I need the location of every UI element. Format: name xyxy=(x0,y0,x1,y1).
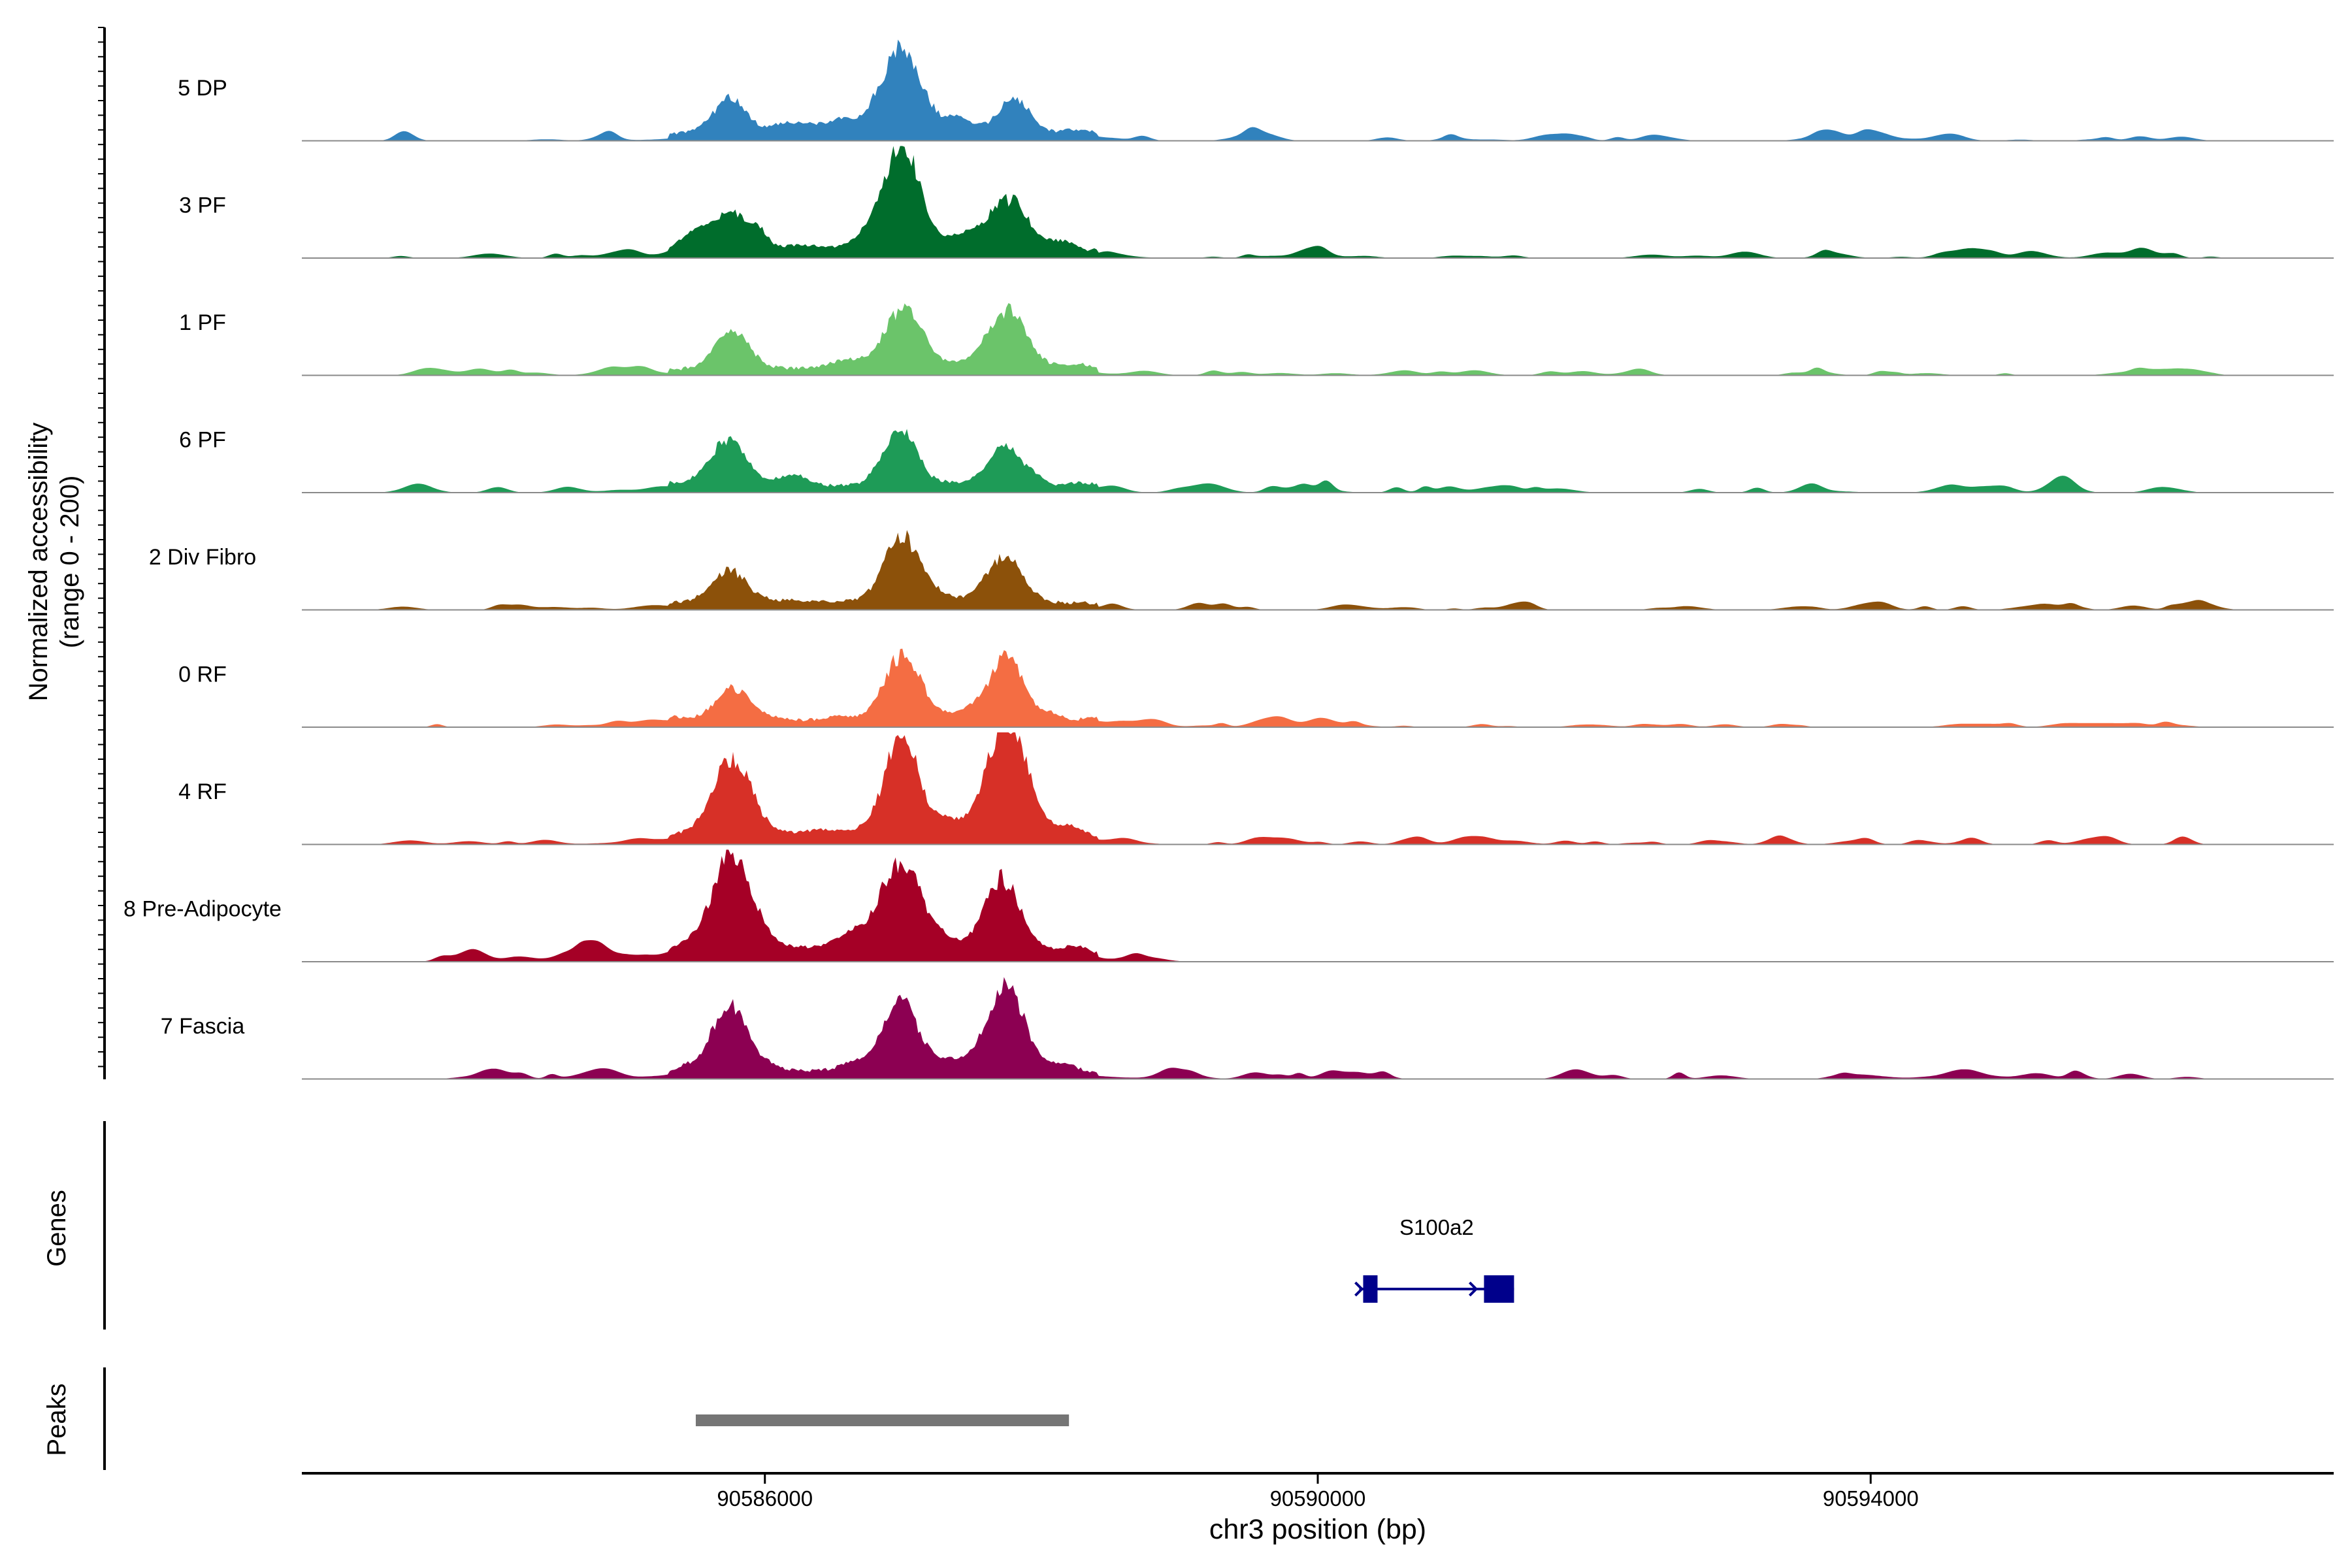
coverage-area-4-rf xyxy=(302,732,2334,845)
track-label: 7 Fascia xyxy=(161,1014,245,1039)
y-axis-label-line2: (range 0 - 200) xyxy=(56,476,84,649)
track-8-pre-adipocyte: 8 Pre-Adipocyte xyxy=(123,849,2334,962)
y-axis-label: Normalized accessibility (range 0 - 200) xyxy=(24,423,84,702)
track-5-dp: 5 DP xyxy=(178,39,2334,142)
peaks-label: Peaks xyxy=(42,1383,71,1456)
track-1-pf: 1 PF xyxy=(179,302,2334,376)
track-label: 2 Div Fibro xyxy=(149,545,256,570)
coverage-tracks: 5 DP 3 PF 1 PF 6 PF 2 Div Fibro 0 RF 4 RF 8 Pre… xyxy=(98,27,2334,1080)
peak-region xyxy=(695,1414,1070,1426)
gene-exon-2 xyxy=(1484,1275,1514,1303)
track-label: 1 PF xyxy=(179,310,226,335)
gene-exon-1 xyxy=(1363,1275,1378,1303)
track-3-pf: 3 PF xyxy=(179,146,2334,259)
coverage-area-6-pf xyxy=(302,429,2334,493)
coverage-area-3-pf xyxy=(302,146,2334,258)
gene-name-label: S100a2 xyxy=(1399,1215,1474,1239)
peaks-track: Peaks xyxy=(42,1367,1070,1470)
track-7-fascia: 7 Fascia xyxy=(161,977,2334,1080)
x-tick-label: 90594000 xyxy=(1823,1486,1919,1511)
coverage-area-2-div-fibro xyxy=(302,530,2334,610)
strand-arrow xyxy=(1469,1281,1478,1297)
coverage-area-7-fascia xyxy=(302,977,2334,1079)
coverage-area-0-rf xyxy=(302,648,2334,727)
genes-track: Genes S100a2 xyxy=(42,1121,1514,1330)
track-label: 8 Pre-Adipocyte xyxy=(123,897,282,922)
x-tick-label: 90590000 xyxy=(1270,1486,1366,1511)
coverage-area-8-pre-adipocyte xyxy=(302,849,2334,962)
coverage-area-1-pf xyxy=(302,302,2334,376)
strand-arrow xyxy=(1354,1281,1364,1297)
x-axis: chr3 position (bp) 90586000 90590000 90594… xyxy=(302,1472,2334,1545)
track-label: 5 DP xyxy=(178,76,227,101)
track-2-div-fibro: 2 Div Fibro xyxy=(149,530,2334,611)
track-6-pf: 6 PF xyxy=(179,428,2334,493)
track-label: 4 RF xyxy=(178,779,227,804)
x-tick-label: 90586000 xyxy=(717,1486,813,1511)
coverage-area-5-dp xyxy=(302,39,2334,141)
track-0-rf: 0 RF xyxy=(178,648,2334,728)
y-axis-label-line1: Normalized accessibility xyxy=(24,423,53,702)
track-label: 0 RF xyxy=(178,662,227,687)
track-label: 6 PF xyxy=(179,428,226,453)
genes-label: Genes xyxy=(42,1190,71,1267)
x-axis-label: chr3 position (bp) xyxy=(1209,1514,1426,1545)
track-4-rf: 4 RF xyxy=(178,732,2334,845)
track-label: 3 PF xyxy=(179,193,226,218)
